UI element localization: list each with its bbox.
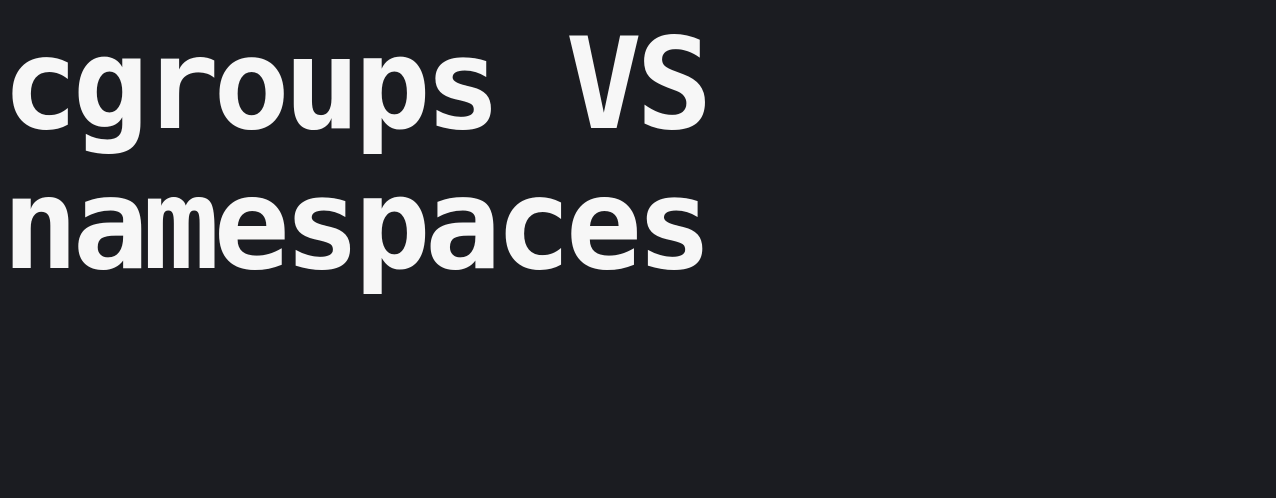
title-line-1: cgroups VS: [2, 10, 713, 158]
page-title: cgroups VS namespaces: [2, 10, 713, 298]
title-line-2: namespaces: [2, 150, 713, 298]
